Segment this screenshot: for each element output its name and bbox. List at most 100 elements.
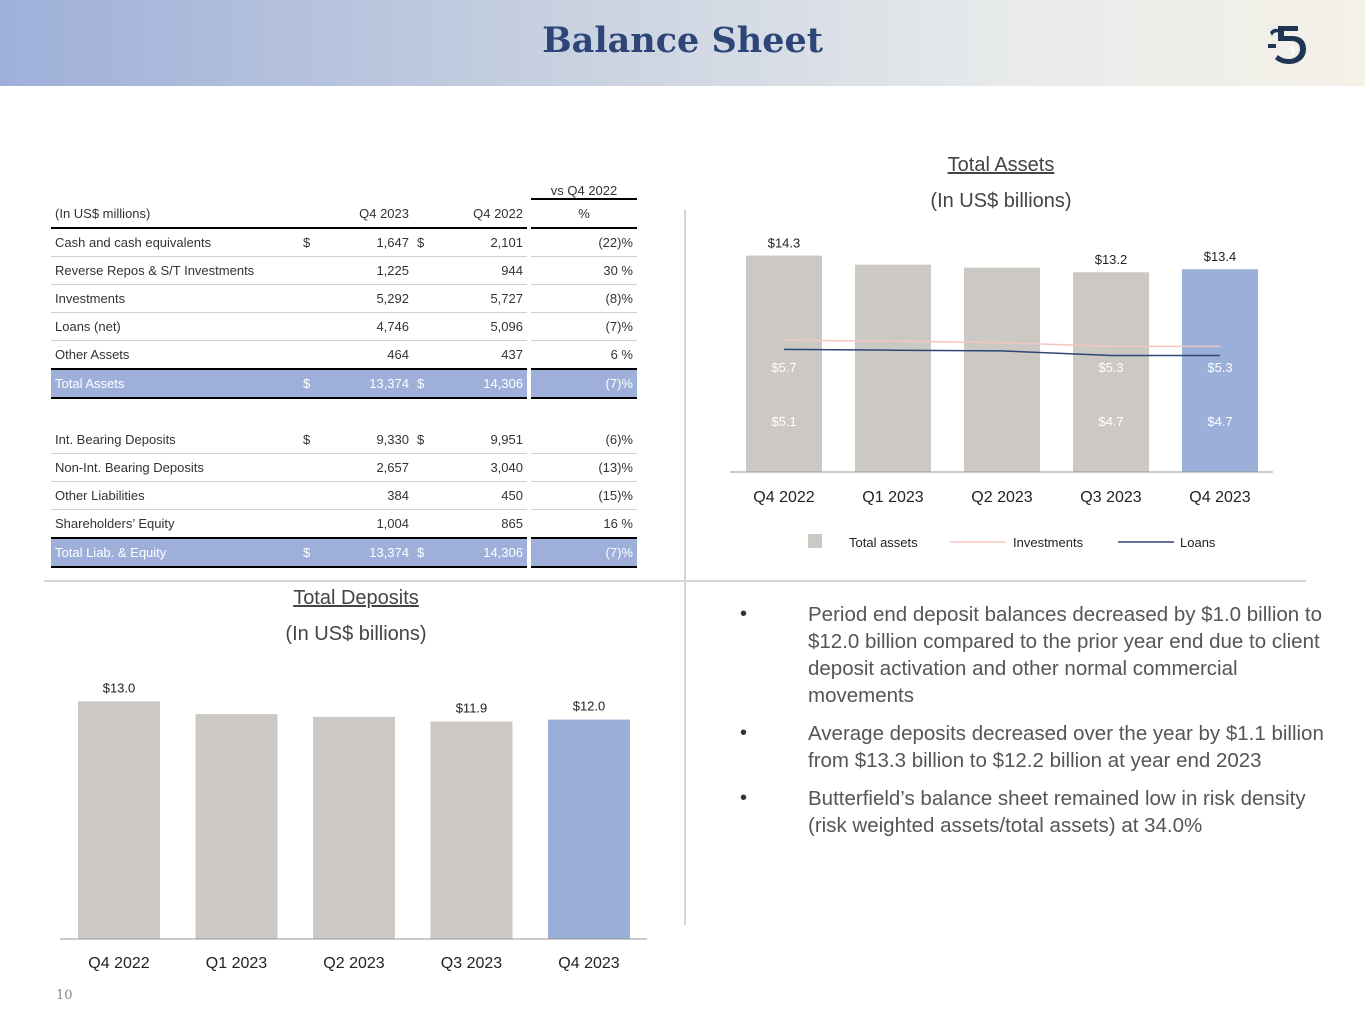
- row-label: Total Liab. & Equity: [51, 537, 299, 568]
- x-tick-label: Q1 2023: [862, 489, 923, 506]
- table-row: Investments 5,292 5,727 (8)%: [51, 284, 637, 313]
- currency-sign: $: [299, 537, 323, 568]
- total-deposits-bar: [195, 714, 278, 939]
- chart-title: Total Deposits: [293, 587, 419, 609]
- page-title: Balance Sheet: [542, 20, 823, 61]
- legend-label: Loans: [1180, 535, 1216, 550]
- bar-data-label: $13.2: [1095, 252, 1128, 267]
- total-assets-bar: [1182, 269, 1258, 472]
- chart-subtitle: (In US$ billions): [285, 623, 427, 645]
- line-data-label: $5.1: [771, 414, 796, 429]
- bar-data-label: $14.3: [768, 236, 801, 251]
- value-pct: 16 %: [531, 509, 637, 539]
- units-header: (In US$ millions): [51, 199, 299, 229]
- currency-sign: $: [299, 228, 323, 257]
- value-q4-2022: 437: [437, 340, 527, 370]
- value-pct: (6)%: [531, 426, 637, 454]
- total-assets-chart-heading: Total Assets (In US$ billions): [850, 154, 1152, 213]
- butterfield-logo-icon: [1268, 26, 1306, 64]
- table-row: Non-Int. Bearing Deposits 2,657 3,040 (13)%: [51, 453, 637, 482]
- currency-sign: [413, 453, 437, 482]
- value-q4-2023: 464: [323, 340, 413, 370]
- bar-data-label: $13.4: [1204, 249, 1237, 264]
- legend-label: Investments: [1013, 535, 1084, 550]
- total-assets-bar: [855, 264, 931, 472]
- currency-sign: [413, 509, 437, 539]
- value-q4-2022: 865: [437, 509, 527, 539]
- x-tick-label: Q3 2023: [1080, 489, 1141, 506]
- value-q4-2022: 14,306: [437, 537, 527, 568]
- value-q4-2023: 4,746: [323, 312, 413, 341]
- value-pct: (7)%: [531, 312, 637, 341]
- bullet-text: Butterfield’s balance sheet remained low…: [808, 787, 1306, 837]
- row-label: Total Assets: [51, 368, 299, 399]
- currency-sign: [413, 312, 437, 341]
- currency-sign: $: [413, 537, 437, 568]
- table-row: Int. Bearing Deposits $9,330 $9,951 (6)%: [51, 426, 637, 454]
- total-assets-bar: [746, 255, 822, 472]
- value-pct: (15)%: [531, 481, 637, 510]
- col-header-q4-2022: Q4 2022: [437, 199, 527, 229]
- page-number: 10: [56, 988, 73, 1003]
- currency-sign: $: [413, 228, 437, 257]
- x-tick-label: Q4 2022: [88, 955, 149, 972]
- currency-sign: [299, 340, 323, 370]
- x-tick-label: Q4 2023: [1189, 489, 1250, 506]
- value-pct: 30 %: [531, 256, 637, 285]
- currency-sign: $: [413, 426, 437, 454]
- value-pct: 6 %: [531, 340, 637, 370]
- total-deposits-bar: [313, 716, 395, 939]
- total-deposits-chart-heading: Total Deposits (In US$ billions): [205, 587, 507, 646]
- total-assets-row: Total Assets $ 13,374 $ 14,306 (7)%: [51, 368, 637, 399]
- currency-sign: $: [299, 426, 323, 454]
- value-q4-2023: 1,225: [323, 256, 413, 285]
- value-q4-2023: 13,374: [323, 537, 413, 568]
- x-tick-label: Q2 2023: [971, 489, 1032, 506]
- bullet-text: Average deposits decreased over the year…: [808, 722, 1324, 772]
- total-assets-chart: $14.3 Q4 2022 Q1 2023 Q2 2023 $13.2 Q3 2023 $1…: [730, 236, 1273, 550]
- value-q4-2023: 384: [323, 481, 413, 510]
- bullet-item: • Period end deposit balances decreased b…: [730, 601, 1340, 709]
- x-tick-label: Q4 2023: [558, 955, 619, 972]
- col-header-q4-2023: Q4 2023: [323, 199, 413, 229]
- value-q4-2022: 944: [437, 256, 527, 285]
- value-q4-2023: 2,657: [323, 453, 413, 482]
- bullet-item: • Average deposits decreased over the yea…: [730, 720, 1340, 774]
- currency-sign: [413, 284, 437, 313]
- value-q4-2022: 14,306: [437, 368, 527, 399]
- legend-label: Total assets: [849, 535, 918, 550]
- currency-sign: $: [299, 368, 323, 399]
- value-pct: (13)%: [531, 453, 637, 482]
- row-label: Shareholders’ Equity: [51, 509, 299, 539]
- legend-swatch-total-assets: [808, 534, 822, 548]
- total-assets-bar: [964, 267, 1040, 472]
- value-q4-2023: 9,330: [323, 426, 413, 454]
- currency-sign: [299, 481, 323, 510]
- value-q4-2023: 13,374: [323, 368, 413, 399]
- currency-sign: [299, 453, 323, 482]
- chart-subtitle: (In US$ billions): [930, 190, 1072, 212]
- line-data-label: $5.7: [771, 360, 796, 375]
- value-q4-2022: 3,040: [437, 453, 527, 482]
- x-tick-label: Q4 2022: [753, 489, 814, 506]
- x-tick-label: Q3 2023: [441, 955, 502, 972]
- value-pct: (8)%: [531, 284, 637, 313]
- bullet-dot-icon: •: [740, 603, 748, 625]
- currency-sign: [413, 256, 437, 285]
- bullet-text: Period end deposit balances decreased by…: [808, 603, 1322, 707]
- value-pct: (7)%: [531, 537, 637, 568]
- vertical-divider: [684, 210, 686, 925]
- chart-title: Total Assets: [947, 154, 1055, 176]
- value-q4-2022: 2,101: [437, 228, 527, 257]
- balance-sheet-table: vs Q4 2022 (In US$ millions) Q4 2023 Q4 …: [51, 172, 637, 568]
- line-data-label: $4.7: [1098, 414, 1123, 429]
- line-data-label: $5.3: [1207, 360, 1232, 375]
- row-label: Other Assets: [51, 340, 299, 370]
- total-deposits-bar: [548, 719, 630, 939]
- commentary-bullets: • Period end deposit balances decreased b…: [730, 601, 1340, 850]
- col-header-pct: %: [531, 199, 637, 229]
- total-deposits-bar: [78, 701, 160, 939]
- value-q4-2022: 5,096: [437, 312, 527, 341]
- value-pct: (22)%: [531, 228, 637, 257]
- header-banner: Balance Sheet: [0, 0, 1365, 86]
